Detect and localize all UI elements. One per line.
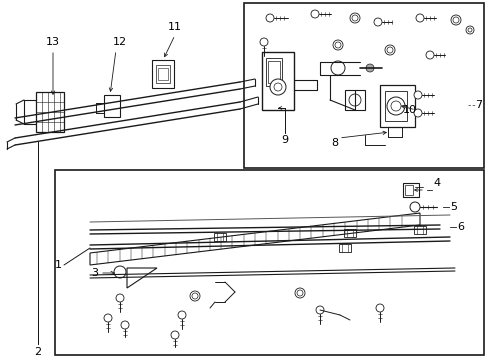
Circle shape — [349, 13, 359, 23]
Bar — [343, 229, 355, 237]
Circle shape — [334, 42, 340, 48]
Bar — [156, 65, 170, 83]
Circle shape — [265, 14, 273, 22]
Circle shape — [178, 311, 185, 319]
Bar — [345, 90, 364, 110]
Circle shape — [415, 14, 423, 22]
Circle shape — [332, 40, 342, 50]
Text: 3: 3 — [91, 268, 98, 278]
Bar — [267, 61, 280, 83]
Circle shape — [116, 294, 124, 302]
Bar — [262, 52, 293, 110]
Circle shape — [348, 94, 360, 106]
Bar — [265, 58, 282, 86]
Circle shape — [273, 83, 282, 91]
Circle shape — [413, 91, 421, 99]
Polygon shape — [127, 268, 157, 288]
Circle shape — [390, 101, 400, 111]
Circle shape — [450, 15, 460, 25]
Text: 7: 7 — [474, 100, 481, 110]
Text: 1: 1 — [55, 260, 62, 270]
Bar — [214, 233, 225, 241]
Text: 2: 2 — [34, 347, 41, 357]
Bar — [104, 95, 120, 117]
Circle shape — [296, 290, 303, 296]
Circle shape — [104, 314, 112, 322]
Circle shape — [315, 306, 324, 314]
Circle shape — [409, 202, 419, 212]
Polygon shape — [90, 213, 419, 265]
Text: 6: 6 — [456, 222, 463, 232]
Circle shape — [425, 51, 433, 59]
Bar — [152, 60, 174, 88]
Bar — [404, 185, 412, 195]
Circle shape — [190, 291, 200, 301]
Circle shape — [171, 331, 179, 339]
Circle shape — [351, 15, 357, 21]
Circle shape — [121, 321, 129, 329]
Bar — [379, 85, 414, 127]
Bar — [338, 244, 350, 252]
Circle shape — [365, 64, 373, 72]
Circle shape — [467, 28, 471, 32]
Circle shape — [269, 79, 285, 95]
Circle shape — [384, 45, 394, 55]
Circle shape — [465, 26, 473, 34]
Bar — [413, 226, 425, 234]
Circle shape — [310, 10, 318, 18]
Circle shape — [413, 109, 421, 117]
Text: 13: 13 — [46, 37, 60, 47]
Text: 5: 5 — [449, 202, 456, 212]
Circle shape — [294, 288, 305, 298]
Circle shape — [373, 18, 381, 26]
Text: 11: 11 — [168, 22, 182, 32]
Circle shape — [375, 304, 383, 312]
Circle shape — [330, 61, 345, 75]
Text: 12: 12 — [113, 37, 127, 47]
Circle shape — [114, 266, 126, 278]
Bar — [244, 3, 483, 168]
Circle shape — [386, 47, 392, 53]
Text: 4: 4 — [432, 178, 439, 188]
Text: 8: 8 — [331, 138, 338, 148]
Text: 10: 10 — [402, 105, 416, 115]
Bar — [36, 92, 64, 132]
Circle shape — [452, 17, 458, 23]
Bar — [158, 68, 168, 80]
Bar — [55, 170, 483, 355]
Circle shape — [192, 293, 198, 299]
Circle shape — [386, 97, 404, 115]
Text: 9: 9 — [281, 135, 288, 145]
Circle shape — [260, 38, 267, 46]
Bar — [384, 91, 406, 121]
Bar — [402, 183, 418, 197]
